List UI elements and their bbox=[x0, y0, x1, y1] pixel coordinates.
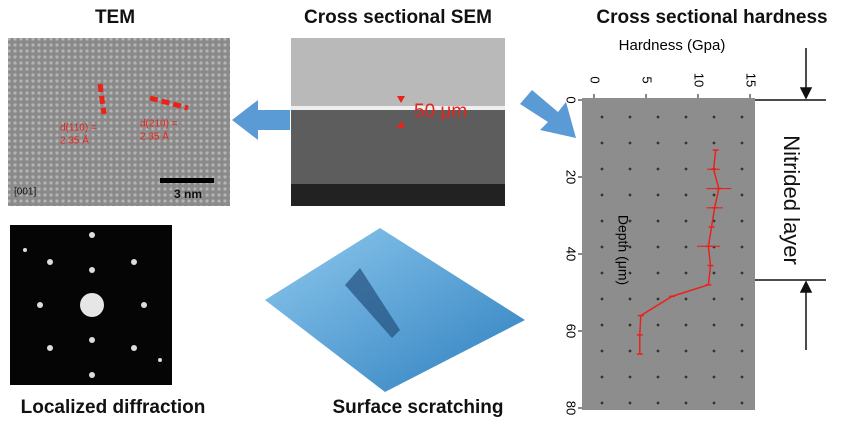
hardness-tick-label: 15 bbox=[744, 73, 759, 87]
arrow bbox=[232, 100, 290, 140]
hardness-tick-label: 5 bbox=[640, 76, 655, 83]
scale-label: 3 nm bbox=[174, 187, 202, 201]
layer-label: Nitrided layer bbox=[779, 135, 804, 265]
depth-tick-label: 60 bbox=[564, 324, 579, 338]
figure-canvas: TEM Cross sectional SEM Cross sectional … bbox=[0, 0, 851, 421]
scale-label: 50 μm bbox=[414, 101, 467, 122]
scale-bar bbox=[160, 178, 214, 183]
depth-tick-label: 20 bbox=[564, 170, 579, 184]
panel-title: Localized diffraction bbox=[21, 397, 206, 418]
zone-axis: [001] bbox=[14, 187, 36, 198]
d-spacing-label: d(210) = bbox=[140, 119, 178, 130]
hardness-axis-label: Hardness (Gpa) bbox=[619, 37, 726, 54]
d-spacing-label: d(110) = bbox=[60, 123, 97, 134]
panel-title: Surface scratching bbox=[332, 397, 503, 418]
figure: TEM Cross sectional SEM Cross sectional … bbox=[0, 0, 851, 421]
depth-axis-label: Depth (μm) bbox=[615, 215, 631, 285]
panel-title: TEM bbox=[95, 7, 135, 28]
d-spacing-value: 2.35 Å bbox=[60, 134, 89, 147]
hardness-image bbox=[582, 98, 755, 410]
surface-map bbox=[265, 228, 525, 392]
sem-footer bbox=[291, 184, 505, 206]
depth-tick-label: 0 bbox=[564, 96, 579, 103]
depth-tick-label: 80 bbox=[564, 401, 579, 415]
central-spot bbox=[80, 293, 104, 317]
hardness-tick-label: 0 bbox=[588, 76, 603, 83]
depth-tick-label: 40 bbox=[564, 247, 579, 261]
sem-interface bbox=[291, 106, 505, 110]
sem-substrate bbox=[291, 110, 505, 184]
d-spacing-value: 2.35 Å bbox=[140, 130, 169, 143]
panel-title: Cross sectional SEM bbox=[304, 7, 492, 28]
hardness-tick-label: 10 bbox=[692, 73, 707, 87]
panel-title: Cross sectional hardness bbox=[596, 7, 827, 28]
